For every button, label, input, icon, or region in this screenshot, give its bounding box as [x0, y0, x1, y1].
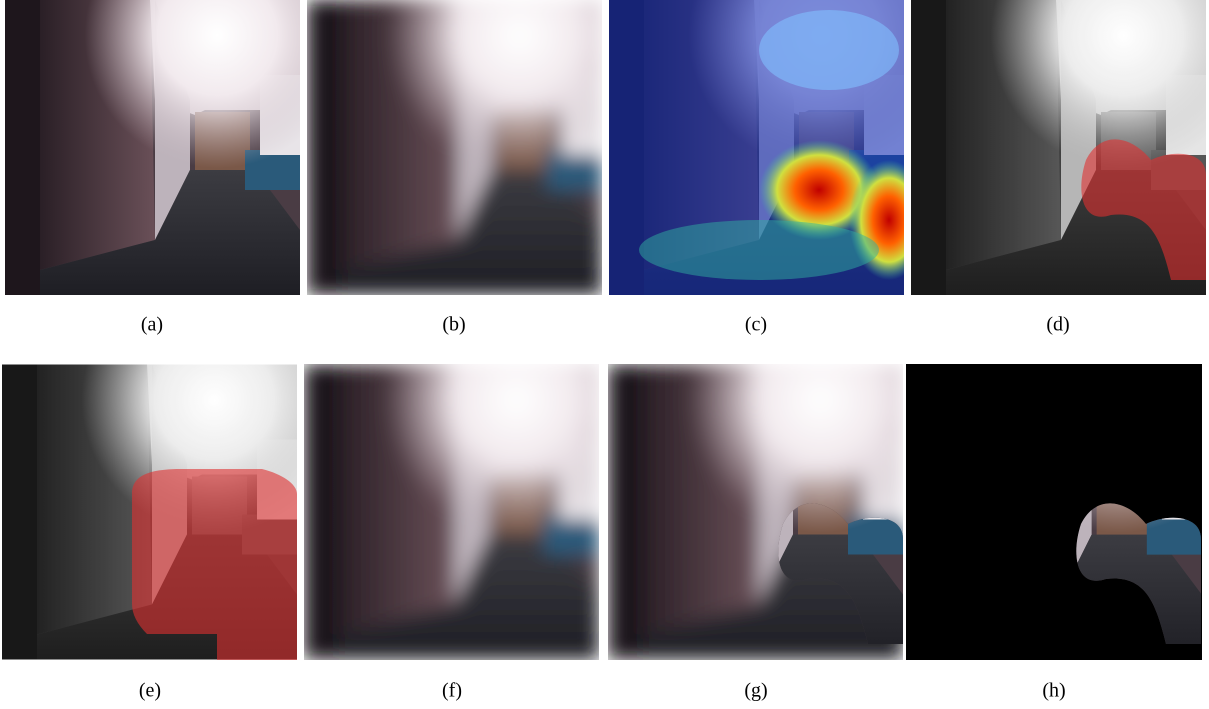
panel-image [5, 0, 300, 295]
panel-image [304, 365, 599, 660]
panel-image [608, 365, 903, 660]
panel-image [906, 364, 1202, 660]
panel-caption: (e) [139, 680, 161, 702]
panel-caption: (h) [1042, 680, 1065, 702]
panel-caption: (d) [1046, 314, 1069, 336]
panel-caption: (b) [442, 314, 465, 336]
figure: (a) (b) (c) (d) (e) (f) (g) (h) [0, 0, 1209, 709]
panel-image [609, 0, 929, 295]
panel-caption: (c) [745, 314, 767, 336]
panel-image [911, 0, 1206, 295]
panel-image [307, 0, 602, 295]
panel-caption: (g) [744, 680, 767, 702]
panel-image [2, 365, 297, 661]
panel-caption: (f) [442, 680, 462, 702]
panel-caption: (a) [141, 314, 163, 336]
